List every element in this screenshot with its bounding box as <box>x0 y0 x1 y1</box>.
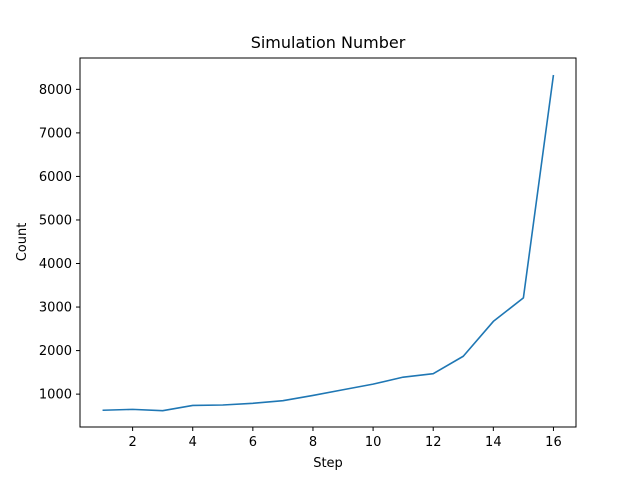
y-tick-label: 7000 <box>39 126 72 141</box>
x-tick-label: 8 <box>309 435 317 450</box>
series-line-0 <box>102 74 555 412</box>
x-tick-label: 4 <box>189 435 197 450</box>
y-tick-label: 2000 <box>39 344 72 359</box>
y-axis: 1000 2000 3000 4000 5000 6000 7000 8000 <box>39 83 80 403</box>
x-tick-label: 10 <box>365 435 382 450</box>
x-tick-label: 2 <box>128 435 136 450</box>
y-tick-label: 5000 <box>39 213 72 228</box>
y-tick-label: 3000 <box>39 301 72 316</box>
x-axis: 2 4 6 8 10 12 14 16 <box>128 427 562 450</box>
chart-title: Simulation Number <box>251 33 406 52</box>
x-axis-label: Step <box>313 456 343 471</box>
x-tick-label: 6 <box>249 435 257 450</box>
axes-frame <box>79 57 577 428</box>
y-tick-label: 6000 <box>39 170 72 185</box>
y-axis-label: Count <box>15 223 30 262</box>
x-tick-label: 16 <box>545 435 562 450</box>
x-tick-label: 12 <box>425 435 442 450</box>
x-tick-label: 14 <box>485 435 502 450</box>
y-tick-label: 4000 <box>39 257 72 272</box>
plot-area <box>102 74 555 412</box>
y-tick-label: 8000 <box>39 83 72 98</box>
y-tick-label: 1000 <box>39 388 72 403</box>
